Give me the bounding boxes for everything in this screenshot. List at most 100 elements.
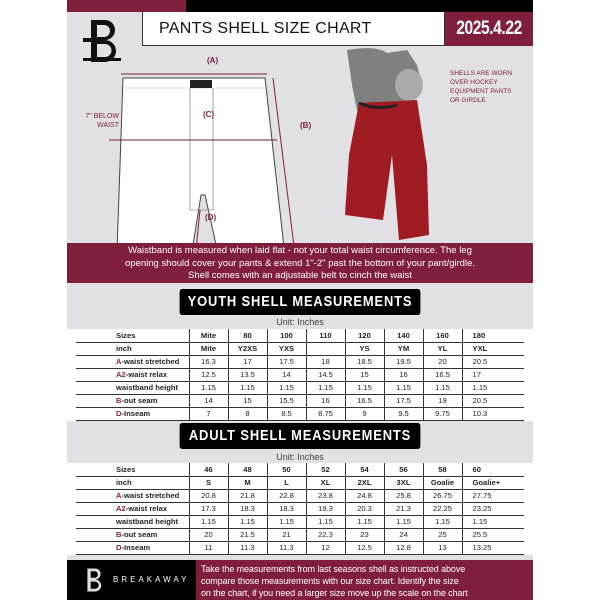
table-cell: 1.15 <box>305 515 345 529</box>
footer-line1: Take the measurements from last seasons … <box>201 564 466 574</box>
row-pad <box>524 502 533 515</box>
row-label: waistband height <box>76 381 189 395</box>
table-cell: 25.8 <box>383 489 423 503</box>
adult-unit: Unit: Inches <box>276 452 324 462</box>
table-cell: 18.3 <box>266 502 306 516</box>
row-label-text: waistband height <box>116 383 179 392</box>
below-waist-line2: WAIST <box>97 122 119 129</box>
table-cell: 18.5 <box>344 355 384 369</box>
table-cell: 1.15 <box>383 381 423 395</box>
adult-table: Sizes 46 48 50 52 54 56 58 60 inch S M L XL 2XL 3XL Goal… <box>67 463 533 555</box>
row-pad <box>524 541 533 554</box>
table-cell: 17.5 <box>383 394 423 408</box>
table-cell: 1.15 <box>188 381 228 395</box>
row-label-text: -Inseam <box>121 543 151 552</box>
row-label: B-out seam <box>76 394 189 408</box>
below-waist-label: 7" BELOW WAIST <box>73 112 119 130</box>
row-label: D-Inseam <box>76 407 189 421</box>
hockey-shell-photo <box>345 48 429 240</box>
table-cell: 17.3 <box>188 502 228 516</box>
row-label: A-waist stretched <box>76 355 189 369</box>
row-pad <box>524 368 533 381</box>
table-cell: 24.8 <box>344 489 384 503</box>
pants-outline <box>116 77 286 260</box>
info-line1: Waistband is measured when laid flat - n… <box>128 245 472 256</box>
table-row: B-out seam 14 15 15.5 16 16.5 17.5 19 20.5 <box>67 394 533 408</box>
row-pad <box>524 463 533 476</box>
table-cell: 13.25 <box>461 541 524 555</box>
table-cell: 16.3 <box>188 355 228 369</box>
date-text: 2025.4.22 <box>456 18 522 39</box>
row-label-prefix: A2 <box>116 504 126 513</box>
row-label: A-waist stretched <box>76 489 189 503</box>
table-cell: YXS <box>266 342 306 356</box>
table-cell: 8 <box>227 407 267 421</box>
table-cell: 15 <box>227 394 267 408</box>
table-cell: 1.15 <box>344 381 384 395</box>
label-d: (D) <box>205 213 217 222</box>
table-cell: 20.8 <box>188 489 228 503</box>
table-cell: 60 <box>461 463 524 477</box>
table-cell: 1.15 <box>266 515 306 529</box>
table-cell: 80 <box>227 329 267 343</box>
row-label: inch <box>76 342 189 356</box>
below-waist-line1: 7" BELOW <box>85 113 119 120</box>
table-cell: 9.75 <box>422 407 462 421</box>
row-pad <box>67 368 76 381</box>
table-cell: 12 <box>305 541 345 555</box>
table-cell: 21 <box>266 528 306 542</box>
size-chart-page: PANTS SHELL SIZE CHART 2025.4.22 (A) (C)… <box>67 0 533 600</box>
table-cell: 11 <box>188 541 228 555</box>
row-label-text: -waist stretched <box>121 491 180 500</box>
table-cell: 19.3 <box>305 502 345 516</box>
buckle-icon <box>190 80 212 88</box>
table-cell: 21.8 <box>227 489 267 503</box>
table-cell: YXL <box>461 342 524 356</box>
table-cell: 1.15 <box>188 515 228 529</box>
row-pad <box>67 528 76 541</box>
table-cell: 46 <box>188 463 228 477</box>
table-cell: 12.5 <box>344 541 384 555</box>
table-cell: 180 <box>461 329 524 343</box>
table-cell: 50 <box>266 463 306 477</box>
table-cell: 56 <box>383 463 423 477</box>
table-cell: 52 <box>305 463 345 477</box>
pants-diagram <box>109 73 296 261</box>
table-row: inch S M L XL 2XL 3XL Goalie Goalie+ <box>67 476 533 490</box>
table-row: D-Inseam 11 11.3 11.3 12 12.5 12.8 13 13.25 <box>67 541 533 555</box>
row-label-text: -out seam <box>121 396 158 405</box>
table-row: B-out seam 20 21.5 21 22.3 23 24 25 25.5 <box>67 528 533 542</box>
table-cell: 17 <box>461 368 524 382</box>
table-cell: 1.15 <box>344 515 384 529</box>
row-label: inch <box>76 476 189 490</box>
table-cell: 110 <box>305 329 345 343</box>
table-cell: 120 <box>344 329 384 343</box>
row-label: B-out seam <box>76 528 189 542</box>
table-cell: 13 <box>422 541 462 555</box>
table-cell: 15.5 <box>266 394 306 408</box>
row-label-text: -waist relax <box>125 370 168 379</box>
breakaway-footer-logo-icon <box>87 568 102 592</box>
table-cell: 12.5 <box>188 368 228 382</box>
row-label-text: -Inseam <box>121 409 151 418</box>
row-pad <box>67 407 76 420</box>
row-pad <box>67 541 76 554</box>
table-cell: 24 <box>383 528 423 542</box>
table-cell: 23.25 <box>461 502 524 516</box>
table-cell: YS <box>344 342 384 356</box>
table-cell: 11.3 <box>266 541 306 555</box>
table-row: A2-waist relax 17.3 18.3 18.3 19.3 20.3 21.3 22… <box>67 502 533 516</box>
table-cell: 21.3 <box>383 502 423 516</box>
table-cell: 1.15 <box>422 515 462 529</box>
table-cell: 58 <box>422 463 462 477</box>
table-cell: 19.5 <box>383 355 423 369</box>
table-cell: 10.3 <box>461 407 524 421</box>
row-pad <box>67 342 76 355</box>
date-badge: 2025.4.22 <box>445 12 533 46</box>
table-cell: 48 <box>227 463 267 477</box>
table-row: D-Inseam 7 8 8.5 8.75 9 9.5 9.75 10.3 <box>67 407 533 421</box>
table-cell: 16.5 <box>422 368 462 382</box>
table-cell: 16 <box>383 368 423 382</box>
row-label-prefix: B <box>116 530 122 539</box>
table-cell: 8.5 <box>266 407 306 421</box>
